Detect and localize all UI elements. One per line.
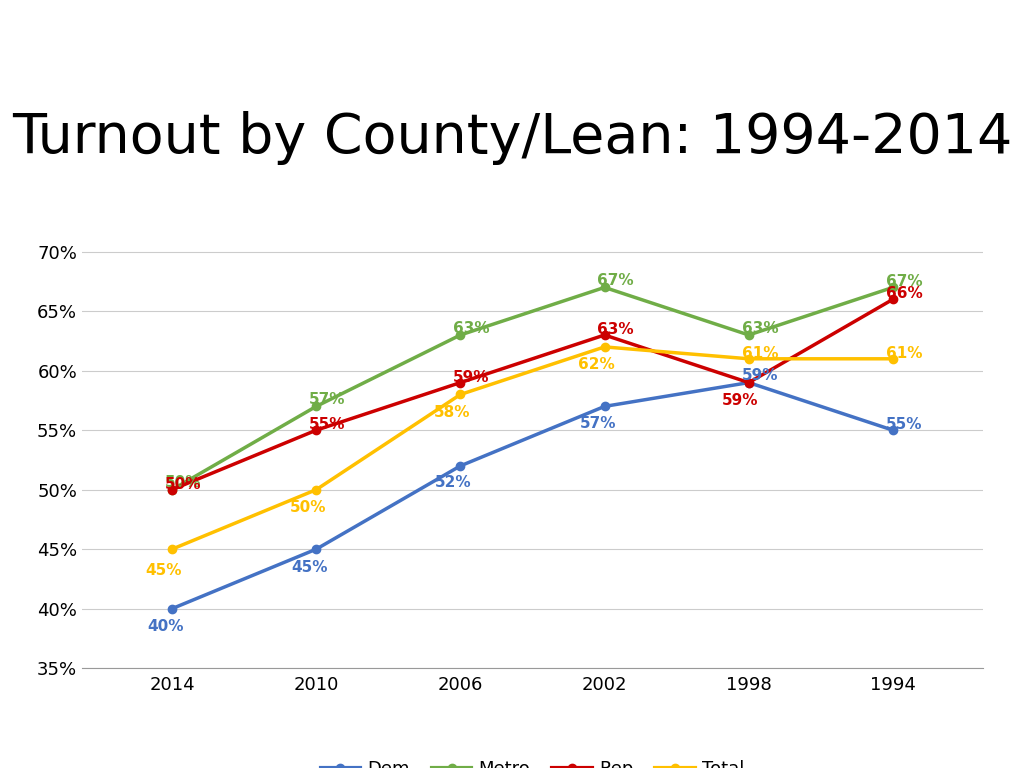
Text: 66%: 66% <box>886 286 923 301</box>
Text: 50%: 50% <box>165 475 202 490</box>
Metro <box>742 330 755 339</box>
Text: 55%: 55% <box>886 417 923 432</box>
Rep <box>887 295 899 304</box>
Text: 67%: 67% <box>886 274 923 290</box>
Text: Turnout by County/Lean: 1994-2014: Turnout by County/Lean: 1994-2014 <box>12 111 1012 165</box>
Text: 40%: 40% <box>146 619 183 634</box>
Total <box>598 343 610 352</box>
Line: Rep: Rep <box>168 295 897 494</box>
Text: 61%: 61% <box>741 346 778 361</box>
Total <box>887 354 899 363</box>
Line: Metro: Metro <box>168 283 897 494</box>
Text: 59%: 59% <box>454 369 489 385</box>
Dem <box>742 378 755 387</box>
Rep <box>598 330 610 339</box>
Text: 45%: 45% <box>145 562 182 578</box>
Text: 63%: 63% <box>597 322 634 337</box>
Text: 55%: 55% <box>309 417 345 432</box>
Dem <box>887 425 899 435</box>
Metro <box>598 283 610 292</box>
Total <box>742 354 755 363</box>
Dem <box>598 402 610 411</box>
Text: 63%: 63% <box>741 320 778 336</box>
Total <box>455 390 467 399</box>
Text: 57%: 57% <box>580 415 615 431</box>
Line: Dem: Dem <box>168 379 897 613</box>
Text: 58%: 58% <box>434 405 470 420</box>
Text: 50%: 50% <box>165 477 202 492</box>
Text: 63%: 63% <box>454 320 489 336</box>
Text: 52%: 52% <box>435 475 472 490</box>
Rep <box>455 378 467 387</box>
Rep <box>166 485 178 495</box>
Text: 62%: 62% <box>578 357 614 372</box>
Text: 61%: 61% <box>886 346 923 361</box>
Dem <box>310 545 323 554</box>
Metro <box>887 283 899 292</box>
Line: Total: Total <box>168 343 897 553</box>
Metro <box>166 485 178 495</box>
Text: 59%: 59% <box>722 393 759 408</box>
Text: 57%: 57% <box>309 392 345 407</box>
Rep <box>742 378 755 387</box>
Metro <box>310 402 323 411</box>
Rep <box>310 425 323 435</box>
Total <box>310 485 323 495</box>
Text: 59%: 59% <box>741 368 778 383</box>
Text: 50%: 50% <box>290 500 326 515</box>
Legend: Dem, Metro, Rep, Total: Dem, Metro, Rep, Total <box>313 753 752 768</box>
Text: 45%: 45% <box>291 560 328 574</box>
Dem <box>166 604 178 614</box>
Dem <box>455 462 467 471</box>
Text: 67%: 67% <box>597 273 634 288</box>
Total <box>166 545 178 554</box>
Metro <box>455 330 467 339</box>
